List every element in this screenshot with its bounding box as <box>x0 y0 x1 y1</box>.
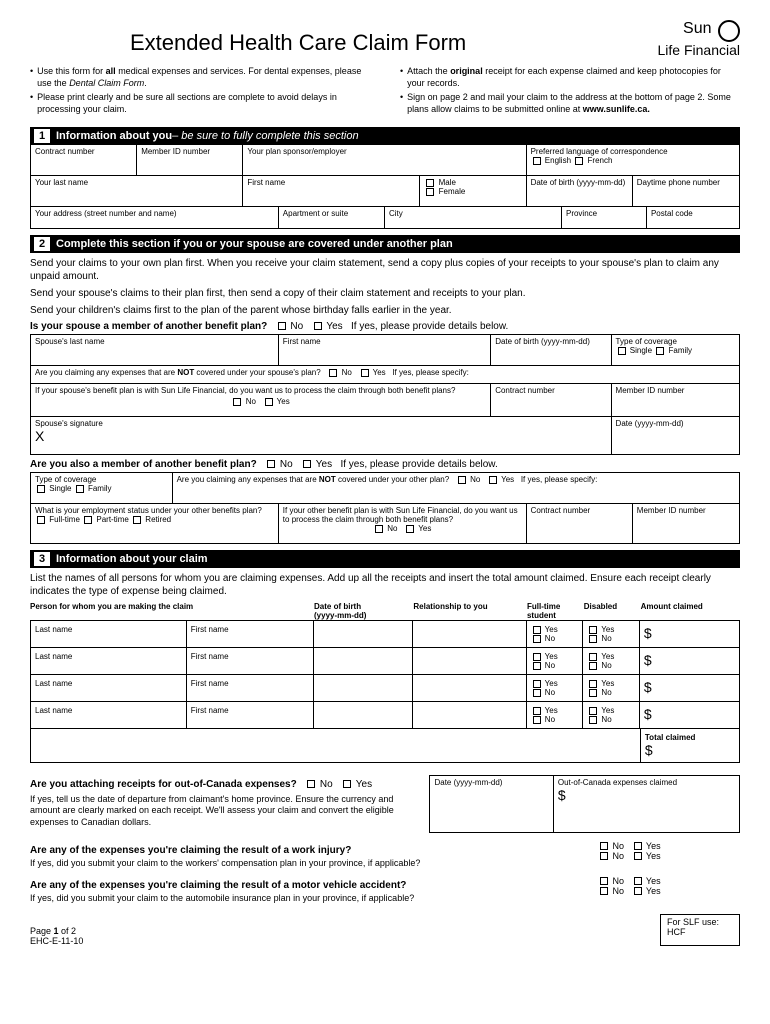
logo-brand1: Sun <box>683 20 711 37</box>
mva-yes-checkbox[interactable] <box>634 877 642 885</box>
total-row: Total claimed$ <box>30 729 740 763</box>
not-covered-spouse-field: Are you claiming any expenses that are N… <box>31 366 739 383</box>
coverage2-field: Type of coverage Single Family <box>31 473 173 503</box>
notcov2-yes-checkbox[interactable] <box>489 476 497 484</box>
intro-bullet: Sign on page 2 and mail your claim to th… <box>400 92 740 115</box>
s2-para: Send your children's claims first to the… <box>30 304 740 317</box>
apt-field[interactable]: Apartment or suite <box>279 207 385 228</box>
not-covered-other-field: Are you claiming any expenses that are N… <box>173 473 739 503</box>
address-field[interactable]: Your address (street number and name) <box>31 207 279 228</box>
spouse-no-checkbox[interactable] <box>278 322 286 330</box>
both-no-checkbox[interactable] <box>233 398 241 406</box>
dob-field[interactable]: Date of birth (yyyy-mm-dd) <box>527 176 633 206</box>
intro-bullet: Attach the original receipt for each exp… <box>400 66 740 89</box>
s2-para: Send your spouse's claims to their plan … <box>30 287 740 300</box>
family2-checkbox[interactable] <box>76 485 84 493</box>
contract-number-field[interactable]: Contract number <box>31 145 137 175</box>
claim-row[interactable]: Last nameFirst name Yes No Yes No$ <box>30 648 740 675</box>
you-yes-checkbox[interactable] <box>303 460 311 468</box>
both2-yes-checkbox[interactable] <box>406 525 414 533</box>
mva2-no-checkbox[interactable] <box>600 887 608 895</box>
other-contract-field[interactable]: Contract number <box>527 504 633 543</box>
spouse-firstname-field[interactable]: First name <box>279 335 491 365</box>
claim-row[interactable]: Last nameFirst name Yes No Yes No$ <box>30 620 740 648</box>
female-checkbox[interactable] <box>426 188 434 196</box>
spouse-member-question: Is your spouse a member of another benef… <box>30 321 740 332</box>
family-checkbox[interactable] <box>656 347 664 355</box>
single2-checkbox[interactable] <box>37 485 45 493</box>
logo: Sun Life Financial <box>658 20 741 58</box>
sponsor-field[interactable]: Your plan sponsor/employer <box>243 145 526 175</box>
both-yes-checkbox[interactable] <box>265 398 273 406</box>
mva-sub: If yes, did you submit your claim to the… <box>30 893 598 905</box>
ft-checkbox[interactable] <box>37 516 45 524</box>
spouse-lastname-field[interactable]: Spouse's last name <box>31 335 279 365</box>
sun-icon <box>718 20 740 42</box>
sp-contract-field[interactable]: Contract number <box>491 384 611 416</box>
mva2-yes-checkbox[interactable] <box>634 887 642 895</box>
gender-field: Male Female <box>420 176 526 206</box>
spouse-yes-checkbox[interactable] <box>314 322 322 330</box>
postal-field[interactable]: Postal code <box>647 207 739 228</box>
section-2-header: 2 Complete this section if you or your s… <box>30 235 740 253</box>
coverage-field: Type of coverage Single Family <box>612 335 739 365</box>
pt-checkbox[interactable] <box>84 516 92 524</box>
you-member-question: Are you also a member of another benefit… <box>30 459 740 470</box>
french-checkbox[interactable] <box>575 157 583 165</box>
mva-no-checkbox[interactable] <box>600 877 608 885</box>
page-title: Extended Health Care Claim Form <box>130 30 466 56</box>
language-field: Preferred language of correspondence Eng… <box>527 145 739 175</box>
ooc-no-checkbox[interactable] <box>307 780 315 788</box>
s3-para: List the names of all persons for whom y… <box>30 572 740 598</box>
you-no-checkbox[interactable] <box>267 460 275 468</box>
ret-checkbox[interactable] <box>133 516 141 524</box>
phone-field[interactable]: Daytime phone number <box>633 176 739 206</box>
logo-brand2: Life Financial <box>658 42 741 58</box>
firstname-field[interactable]: First name <box>243 176 420 206</box>
employment-field: What is your employment status under you… <box>31 504 279 543</box>
notcov-no-checkbox[interactable] <box>329 369 337 377</box>
work-no-checkbox[interactable] <box>600 842 608 850</box>
province-field[interactable]: Province <box>562 207 647 228</box>
notcov-yes-checkbox[interactable] <box>361 369 369 377</box>
mva-question: Are any of the expenses you're claiming … <box>30 880 598 891</box>
ooc-date-field[interactable]: Date (yyyy-mm-dd) <box>430 776 553 832</box>
s2-para: Send your claims to your own plan first.… <box>30 257 740 283</box>
work-sub: If yes, did you submit your claim to the… <box>30 858 598 870</box>
both-plans2-field: If your other benefit plan is with Sun L… <box>279 504 527 543</box>
member-id-field[interactable]: Member ID number <box>137 145 243 175</box>
page-footer: Page 1 of 2 EHC-E-11-10 <box>30 926 83 946</box>
city-field[interactable]: City <box>385 207 562 228</box>
notcov2-no-checkbox[interactable] <box>458 476 466 484</box>
ooc-question: Are you attaching receipts for out-of-Ca… <box>30 779 409 790</box>
ooc-yes-checkbox[interactable] <box>343 780 351 788</box>
male-checkbox[interactable] <box>426 179 434 187</box>
ooc-amount-field[interactable]: Out-of-Canada expenses claimed$ <box>554 776 739 832</box>
section-3-header: 3 Information about your claim <box>30 550 740 568</box>
section-1-header: 1 Information about you – be sure to ful… <box>30 127 740 145</box>
claim-row[interactable]: Last nameFirst name Yes No Yes No$ <box>30 675 740 702</box>
work-yes-checkbox[interactable] <box>634 842 642 850</box>
intro-bullet: Use this form for all medical expenses a… <box>30 66 370 89</box>
both-plans-field: If your spouse's benefit plan is with Su… <box>31 384 491 416</box>
both2-no-checkbox[interactable] <box>375 525 383 533</box>
work-question: Are any of the expenses you're claiming … <box>30 845 598 856</box>
claim-table-header: Person for whom you are making the claim… <box>30 602 740 620</box>
english-checkbox[interactable] <box>533 157 541 165</box>
ooc-text: If yes, tell us the date of departure fr… <box>30 794 409 829</box>
intro-bullet: Please print clearly and be sure all sec… <box>30 92 370 115</box>
claim-row[interactable]: Last nameFirst name Yes No Yes No$ <box>30 702 740 729</box>
lastname-field[interactable]: Your last name <box>31 176 243 206</box>
slf-box: For SLF use: HCF <box>660 914 740 946</box>
sig-date-field[interactable]: Date (yyyy-mm-dd) <box>612 417 739 454</box>
sp-member-field[interactable]: Member ID number <box>612 384 739 416</box>
work2-yes-checkbox[interactable] <box>634 852 642 860</box>
spouse-dob-field[interactable]: Date of birth (yyyy-mm-dd) <box>491 335 611 365</box>
work2-no-checkbox[interactable] <box>600 852 608 860</box>
single-checkbox[interactable] <box>618 347 626 355</box>
other-member-field[interactable]: Member ID number <box>633 504 739 543</box>
spouse-signature-field[interactable]: Spouse's signatureX <box>31 417 612 454</box>
